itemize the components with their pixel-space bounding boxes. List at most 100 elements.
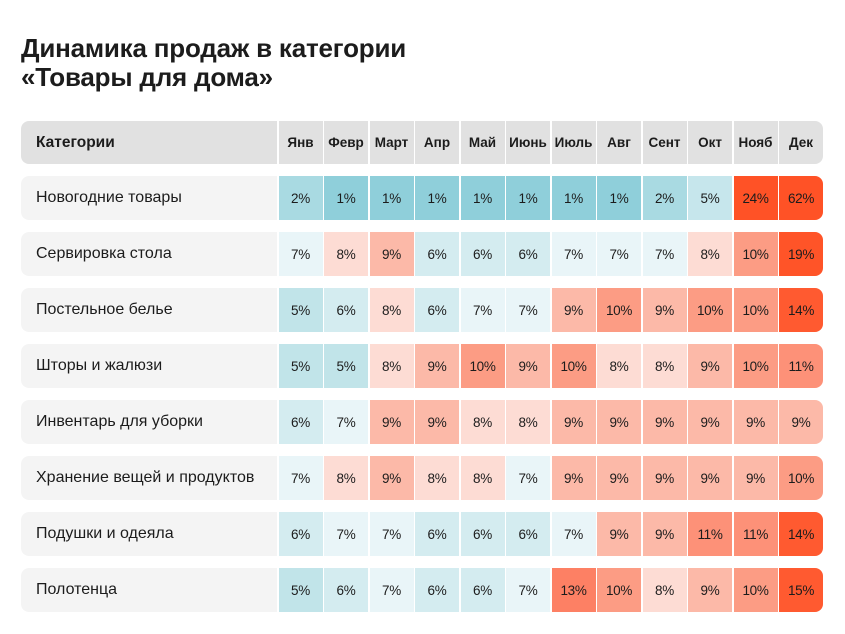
cell-value: 13%: [560, 582, 587, 598]
heatmap-cell: 9%: [733, 456, 778, 500]
heatmap-cell: 7%: [551, 232, 596, 276]
column-header-month: Окт: [688, 121, 732, 164]
table-row: Полотенца 5% 6% 7% 6% 6% 7% 13% 10% 8% 9% 10% 15%: [21, 568, 823, 612]
cell-value: 7%: [336, 526, 356, 542]
heatmap-cell: 2%: [278, 176, 323, 220]
heatmap-cell: 6%: [415, 288, 459, 332]
cell-value: 9%: [382, 246, 401, 262]
cell-value: 6%: [427, 582, 447, 598]
heatmap-cell: 10%: [460, 344, 505, 388]
heatmap-cell: 5%: [278, 568, 323, 612]
cell-value: 10%: [560, 358, 587, 374]
heatmap-cell: 6%: [324, 568, 368, 612]
cell-value: 8%: [336, 246, 356, 262]
cell-value: 10%: [742, 302, 769, 318]
heatmap-cell: 9%: [369, 232, 414, 276]
cell-value: 9%: [700, 470, 720, 486]
cell-value: 9%: [564, 302, 583, 318]
heatmap-cell: 9%: [551, 400, 596, 444]
cell-value: 9%: [655, 414, 674, 430]
cell-value: 7%: [382, 526, 401, 542]
table-row: Сервировка стола 7% 8% 9% 6% 6% 6% 7% 7% 7% 8% 10% 1…: [21, 232, 823, 276]
cell-value: 8%: [382, 302, 401, 318]
heatmap-cell: 6%: [506, 232, 550, 276]
cell-value: 6%: [473, 246, 492, 262]
heatmap-cell: 8%: [688, 232, 732, 276]
table-row: Инвентарь для уборки 6% 7% 9% 9% 8% 8% 9% 9% 9% 9%…: [21, 400, 823, 444]
heatmap-cell: 10%: [551, 344, 596, 388]
cell-value: 15%: [787, 582, 815, 598]
cell-value: 7%: [609, 246, 629, 262]
cell-value: 8%: [518, 414, 538, 430]
cell-value: 1%: [564, 190, 583, 206]
heatmap-cell: 7%: [324, 512, 368, 556]
month-headers: Янв Февр Март Апр Май Июнь Июль Авг Сент Окт Нояб Д…: [277, 121, 823, 164]
cell-value: 7%: [564, 246, 583, 262]
heatmap-cell: 10%: [733, 232, 778, 276]
heatmap-cell: 10%: [733, 344, 778, 388]
heatmap-cell: 9%: [415, 344, 459, 388]
heatmap-cell: 14%: [779, 288, 823, 332]
heatmap-cell: 13%: [551, 568, 596, 612]
row-label: Инвентарь для уборки: [21, 400, 277, 444]
cell-value: 9%: [655, 302, 674, 318]
row-cells: 2% 1% 1% 1% 1% 1% 1% 1% 2% 5% 24% 62%: [277, 176, 823, 220]
heatmap-cell: 5%: [324, 344, 368, 388]
heatmap-cell: 9%: [597, 512, 641, 556]
heatmap-cell: 9%: [642, 512, 687, 556]
column-header-categories: Категории: [21, 121, 277, 164]
cell-value: 9%: [382, 470, 401, 486]
heatmap-cell: 8%: [460, 400, 505, 444]
cell-value: 10%: [787, 470, 815, 486]
column-header-month: Сент: [642, 121, 687, 164]
cell-value: 6%: [473, 582, 492, 598]
cell-value: 6%: [473, 526, 492, 542]
cell-value: 9%: [791, 414, 811, 430]
heatmap-cell: 8%: [369, 344, 414, 388]
cell-value: 10%: [605, 302, 633, 318]
cell-value: 9%: [609, 470, 629, 486]
cell-value: 6%: [518, 526, 538, 542]
cell-value: 7%: [382, 582, 401, 598]
cell-value: 6%: [291, 526, 310, 542]
heatmap-cell: 6%: [460, 512, 505, 556]
row-label: Подушки и одеяла: [21, 512, 277, 556]
cell-value: 9%: [700, 358, 720, 374]
column-header-month: Авг: [597, 121, 641, 164]
cell-value: 1%: [336, 190, 356, 206]
cell-value: 9%: [427, 414, 447, 430]
heatmap-cell: 8%: [324, 456, 368, 500]
cell-value: 8%: [427, 470, 447, 486]
cell-value: 1%: [518, 190, 538, 206]
title-line-2: «Товары для дома»: [21, 62, 273, 92]
heatmap-cell: 7%: [597, 232, 641, 276]
heatmap-cell: 1%: [506, 176, 550, 220]
cell-value: 14%: [787, 302, 815, 318]
cell-value: 7%: [291, 246, 310, 262]
table-row: Подушки и одеяла 6% 7% 7% 6% 6% 6% 7% 9% 9% 11% 11%…: [21, 512, 823, 556]
heatmap-cell: 5%: [278, 288, 323, 332]
cell-value: 8%: [700, 246, 720, 262]
heatmap-cell: 7%: [278, 456, 323, 500]
heatmap-cell: 8%: [415, 456, 459, 500]
heatmap-cell: 9%: [597, 456, 641, 500]
cell-value: 9%: [609, 414, 629, 430]
cell-value: 9%: [564, 414, 583, 430]
heatmap-cell: 9%: [551, 456, 596, 500]
heatmap-cell: 9%: [369, 456, 414, 500]
heatmap-cell: 6%: [415, 568, 459, 612]
heatmap-cell: 6%: [460, 232, 505, 276]
heatmap-cell: 9%: [369, 400, 414, 444]
cell-value: 6%: [427, 246, 447, 262]
table-row: Шторы и жалюзи 5% 5% 8% 9% 10% 9% 10% 8% 8% 9% 10% 1…: [21, 344, 823, 388]
cell-value: 1%: [427, 190, 447, 206]
heatmap-cell: 8%: [460, 456, 505, 500]
heatmap-cell: 7%: [369, 512, 414, 556]
cell-value: 7%: [473, 302, 492, 318]
table-row: Постельное белье 5% 6% 8% 6% 7% 7% 9% 10% 9% 10% 10…: [21, 288, 823, 332]
heatmap-cell: 8%: [642, 568, 687, 612]
heatmap-cell: 7%: [551, 512, 596, 556]
heatmap-cell: 7%: [506, 288, 550, 332]
cell-value: 7%: [336, 414, 356, 430]
page-title: Динамика продаж в категории «Товары для …: [21, 34, 406, 92]
